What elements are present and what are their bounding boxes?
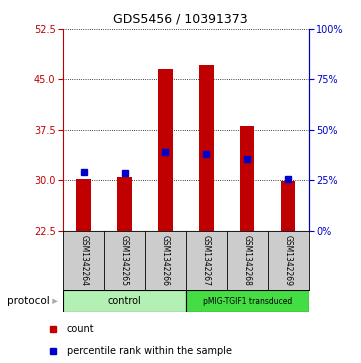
Text: GSM1342268: GSM1342268 xyxy=(243,235,252,286)
Bar xyxy=(240,126,255,231)
Bar xyxy=(158,69,173,231)
Text: control: control xyxy=(108,296,142,306)
Text: GSM1342264: GSM1342264 xyxy=(79,235,88,286)
Text: pMIG-TGIF1 transduced: pMIG-TGIF1 transduced xyxy=(203,297,292,306)
Text: GSM1342267: GSM1342267 xyxy=(202,235,211,286)
Bar xyxy=(77,179,91,231)
Text: GDS5456 / 10391373: GDS5456 / 10391373 xyxy=(113,13,248,26)
Text: count: count xyxy=(67,324,95,334)
Text: percentile rank within the sample: percentile rank within the sample xyxy=(67,346,232,356)
Text: GSM1342269: GSM1342269 xyxy=(284,235,293,286)
Text: GSM1342266: GSM1342266 xyxy=(161,235,170,286)
Text: GSM1342265: GSM1342265 xyxy=(120,235,129,286)
Text: protocol: protocol xyxy=(7,296,50,306)
Bar xyxy=(281,182,295,231)
Bar xyxy=(117,177,132,231)
Bar xyxy=(63,290,186,312)
Bar xyxy=(186,290,309,312)
Bar xyxy=(199,65,214,231)
